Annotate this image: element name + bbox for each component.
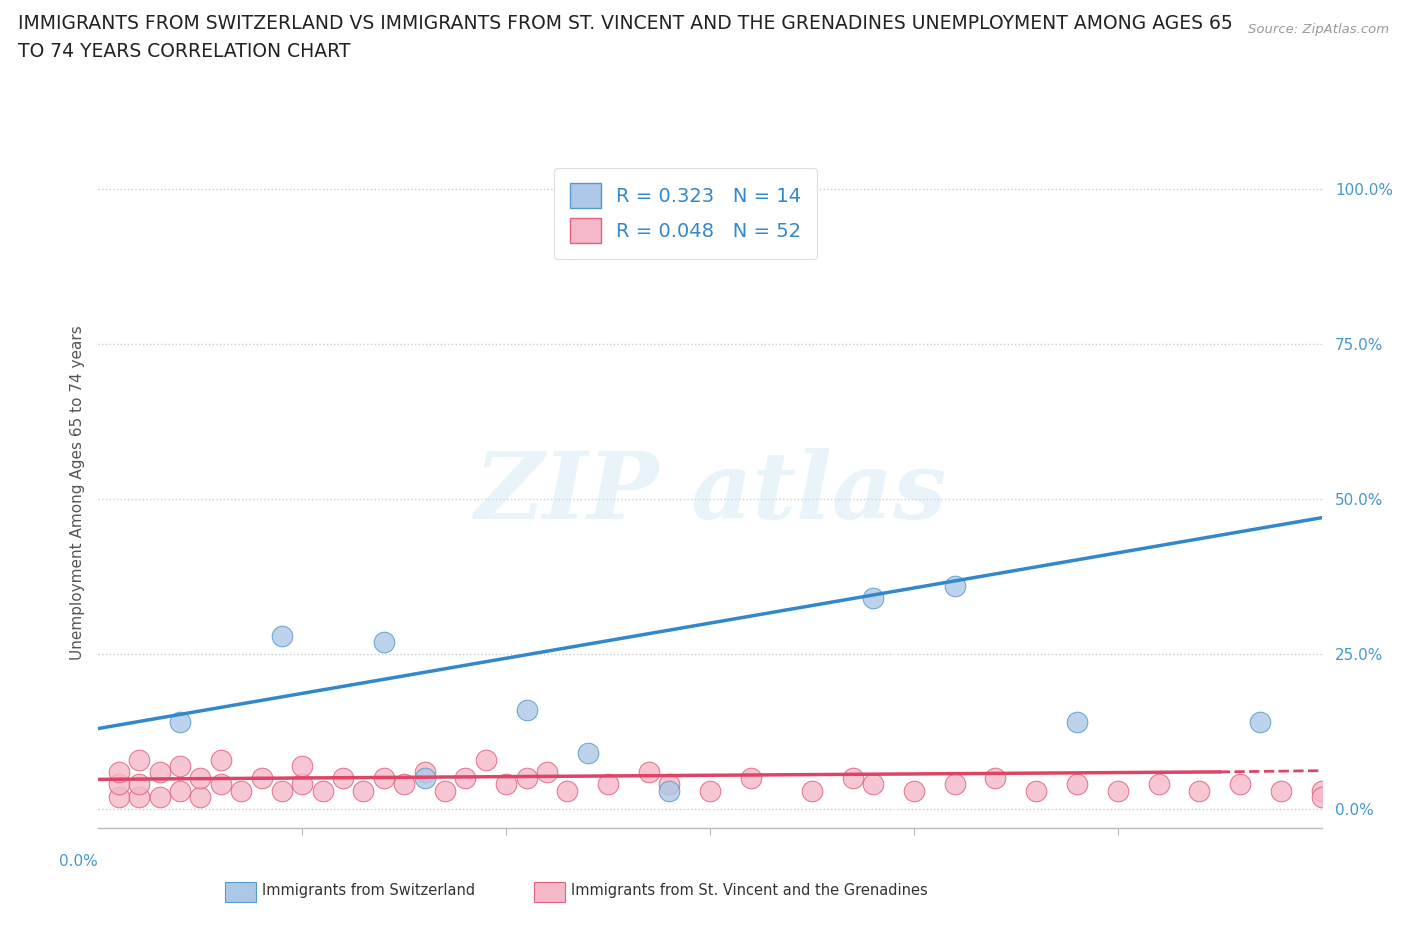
Point <box>516 702 538 717</box>
Text: TO 74 YEARS CORRELATION CHART: TO 74 YEARS CORRELATION CHART <box>18 42 350 60</box>
Point <box>943 578 966 593</box>
Y-axis label: Unemployment Among Ages 65 to 74 years: Unemployment Among Ages 65 to 74 years <box>69 326 84 660</box>
Point <box>433 783 456 798</box>
Point <box>1310 783 1333 798</box>
Point <box>270 783 292 798</box>
Point <box>413 764 436 779</box>
Point <box>291 758 314 773</box>
Point <box>392 777 416 791</box>
Point <box>169 715 191 730</box>
Point <box>128 777 150 791</box>
Text: ZIP atlas: ZIP atlas <box>474 448 946 538</box>
Point <box>474 752 498 767</box>
Point <box>1249 715 1271 730</box>
Point <box>332 771 354 786</box>
Point <box>658 185 681 200</box>
Point <box>862 591 884 605</box>
Point <box>149 790 172 804</box>
Text: Immigrants from Switzerland: Immigrants from Switzerland <box>262 884 475 898</box>
Point <box>1270 783 1292 798</box>
Point <box>250 771 273 786</box>
Point <box>637 764 661 779</box>
Point <box>1066 715 1088 730</box>
Point <box>943 777 966 791</box>
Point <box>413 771 436 786</box>
Point <box>291 777 314 791</box>
Point <box>169 758 191 773</box>
Point <box>149 764 172 779</box>
Point <box>536 764 558 779</box>
Point <box>188 790 212 804</box>
Point <box>1310 790 1333 804</box>
Point <box>209 752 232 767</box>
Point <box>903 783 925 798</box>
Point <box>699 783 721 798</box>
Point <box>128 752 150 767</box>
Point <box>984 771 1007 786</box>
Point <box>352 783 374 798</box>
Legend: R = 0.323   N = 14, R = 0.048   N = 52: R = 0.323 N = 14, R = 0.048 N = 52 <box>554 167 817 259</box>
Point <box>495 777 517 791</box>
Point <box>209 777 232 791</box>
Point <box>169 783 191 798</box>
Point <box>555 783 579 798</box>
Point <box>108 764 131 779</box>
Point <box>1229 777 1251 791</box>
Text: Immigrants from St. Vincent and the Grenadines: Immigrants from St. Vincent and the Gren… <box>571 884 928 898</box>
Point <box>516 771 538 786</box>
Point <box>1188 783 1211 798</box>
Point <box>1066 777 1088 791</box>
Point <box>1107 783 1129 798</box>
Point <box>658 777 681 791</box>
Point <box>188 771 212 786</box>
Point <box>801 783 824 798</box>
Point <box>658 783 681 798</box>
Point <box>373 771 395 786</box>
Point <box>740 771 762 786</box>
Point <box>454 771 477 786</box>
Point <box>231 783 253 798</box>
Point <box>311 783 335 798</box>
Text: Source: ZipAtlas.com: Source: ZipAtlas.com <box>1249 23 1389 36</box>
Point <box>576 746 599 761</box>
Point <box>598 777 620 791</box>
Point <box>108 790 131 804</box>
Point <box>1147 777 1170 791</box>
Point <box>373 634 395 649</box>
Point <box>128 790 150 804</box>
Point <box>108 777 131 791</box>
Point <box>841 771 863 786</box>
Point <box>862 777 884 791</box>
Text: IMMIGRANTS FROM SWITZERLAND VS IMMIGRANTS FROM ST. VINCENT AND THE GRENADINES UN: IMMIGRANTS FROM SWITZERLAND VS IMMIGRANT… <box>18 14 1233 33</box>
Point <box>1025 783 1047 798</box>
Point <box>270 628 292 643</box>
Text: 0.0%: 0.0% <box>59 855 97 870</box>
